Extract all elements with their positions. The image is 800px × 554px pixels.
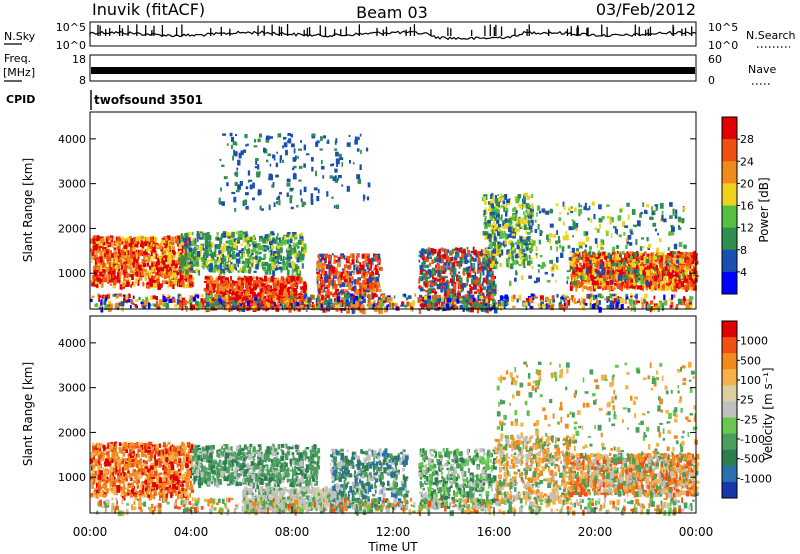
colorbar-segment [722,433,737,451]
colorbar-segment [722,139,737,162]
y-tick-label: 3000 [58,382,86,395]
power-yticks: 1000 2000 3000 4000 [58,133,696,280]
x-tick-label: 04:00 [174,525,209,539]
colorbar-segment [722,205,737,229]
station-title: Inuvik (fitACF) [92,0,205,19]
colorbar-segment [722,401,737,419]
velocity-data [90,361,700,517]
freq-label: Freq. [4,52,31,65]
beam-title: Beam 03 [356,3,428,22]
nsky-label: N.Sky [4,30,36,43]
x-tick-label: 16:00 [477,525,512,539]
velocity-ylabel: Slant Range [km] [21,362,35,466]
y-tick-label: 3000 [58,178,86,191]
freq-tick-8: 8 [79,74,86,87]
colorbar-segment [722,117,737,140]
colorbar-segment [722,271,737,295]
date-title: 03/Feb/2012 [596,0,696,19]
power-colorbar: 28 24 20 16 12 8 4 [721,116,754,295]
y-tick-label: 2000 [58,426,86,439]
x-tick-label: 00:00 [73,525,108,539]
colorbar-tick-label: 4 [740,266,747,279]
colorbar-segment [722,369,737,386]
freq-tick-18: 18 [72,53,86,66]
colorbar-segment [722,161,737,184]
velocity-colorbar-label: Velocity [m s⁻¹] [761,367,775,460]
colorbar-tick-label: -1000 [740,472,772,485]
colorbar-tick-label: -100 [740,433,765,446]
freq-trace [91,67,695,74]
colorbar-segment [722,385,737,402]
colorbar-tick-label: 25 [740,394,754,407]
colorbar-tick-label: -25 [740,413,758,426]
colorbar-segment [722,353,737,370]
nsearch-label: N.Search [746,29,796,42]
colorbar-tick-label: 500 [740,354,761,367]
y-tick-label: 4000 [58,337,86,350]
colorbar-frame [721,320,738,499]
colorbar-segment [722,481,737,499]
colorbar-tick-label: 24 [740,155,754,168]
x-tick-label: 20:00 [578,525,613,539]
time-axis-label: Time UT [367,540,418,554]
colorbar-segment [722,417,737,435]
power-colorbar-label: Power [dB] [757,177,771,242]
colorbar-segment [722,465,737,483]
y-tick-label: 2000 [58,222,86,235]
y-tick-label: 1000 [58,267,86,280]
colorbar-tick-label: 1000 [740,335,768,348]
noise-tick-bottom-left: 10^0 [56,39,86,52]
colorbar-tick-label: 16 [740,200,754,213]
colorbar-segment [722,337,737,354]
nave-label: Nave [748,63,776,76]
colorbar-segment [722,183,737,206]
colorbar-segment [722,249,737,273]
noise-trace [89,24,697,41]
noise-tick-top-right: 10^5 [708,21,738,34]
freq-unit: [MHz] [3,66,35,79]
colorbar-tick-label: 100 [740,374,761,387]
x-tick-label: 12:00 [376,525,411,539]
noise-tick-top-left: 10^5 [56,21,86,34]
cpid-value: twofsound 3501 [94,93,203,107]
colorbar-tick-label: 8 [740,244,747,257]
y-tick-label: 1000 [58,471,86,484]
x-tick-label: 08:00 [275,525,310,539]
time-axis-ticks: 00:00 04:00 08:00 12:00 16:00 20:00 00:00 [73,303,714,539]
velocity-colorbar: 1000 500 100 25 -25 -100 -500 -1000 [721,320,772,499]
nave-tick-60: 60 [708,53,722,66]
colorbar-tick-label: 12 [740,222,754,235]
cpid-label: CPID [6,93,35,106]
nave-tick-0: 0 [708,74,715,87]
colorbar-segment [722,227,737,251]
noise-tick-bottom-right: 10^0 [708,39,738,52]
colorbar-segment [722,321,737,338]
power-data [90,132,699,315]
colorbar-tick-label: -500 [740,453,765,466]
colorbar-segment [722,449,737,467]
noise-panel [89,21,697,47]
x-tick-label: 00:00 [679,525,714,539]
freq-panel [89,54,697,82]
power-ylabel: Slant Range [km] [21,158,35,262]
colorbar-tick-label: 28 [740,133,754,146]
colorbar-tick-label: 20 [740,177,754,190]
y-tick-label: 4000 [58,133,86,146]
velocity-yticks: 1000 2000 3000 4000 [58,337,696,484]
